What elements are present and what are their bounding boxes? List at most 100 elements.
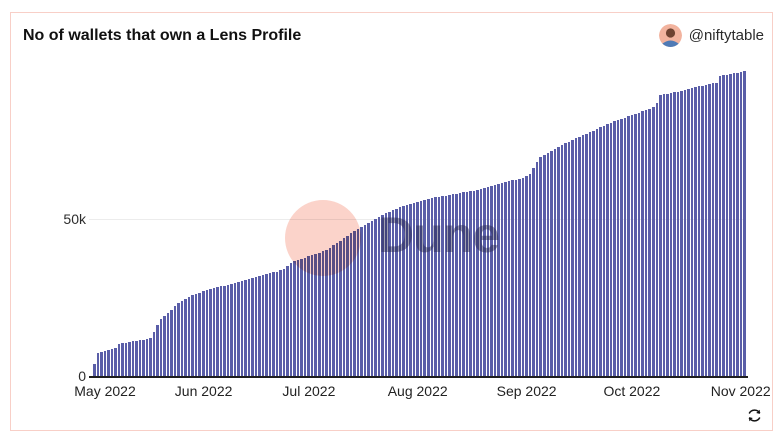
bar[interactable] (574, 138, 578, 377)
bar[interactable] (630, 115, 634, 377)
bar[interactable] (560, 145, 564, 377)
bar[interactable] (606, 124, 609, 377)
bar[interactable] (651, 107, 655, 377)
bar[interactable] (637, 112, 641, 377)
bar[interactable] (673, 92, 676, 377)
bar[interactable] (152, 331, 156, 377)
bar[interactable] (736, 72, 739, 377)
bar[interactable] (483, 188, 486, 377)
bar[interactable] (289, 263, 293, 377)
bar[interactable] (170, 309, 173, 377)
bar[interactable] (261, 275, 265, 377)
bar[interactable] (557, 147, 560, 377)
bar[interactable] (500, 183, 504, 377)
bar[interactable] (511, 180, 514, 377)
bar[interactable] (198, 292, 201, 377)
bar[interactable] (644, 110, 648, 377)
bar[interactable] (609, 122, 613, 377)
bar[interactable] (683, 89, 687, 377)
bar[interactable] (634, 113, 637, 377)
bar[interactable] (145, 339, 149, 377)
bar[interactable] (223, 285, 226, 377)
bar[interactable] (666, 93, 669, 377)
bar[interactable] (194, 293, 198, 377)
bar[interactable] (416, 201, 419, 377)
bar[interactable] (275, 271, 279, 377)
bar[interactable] (546, 152, 550, 377)
bar[interactable] (163, 315, 166, 377)
bar[interactable] (676, 91, 680, 377)
bar[interactable] (655, 102, 659, 377)
bar[interactable] (680, 90, 683, 377)
bar[interactable] (564, 143, 567, 377)
bar[interactable] (272, 272, 275, 377)
bar[interactable] (729, 74, 732, 377)
bar[interactable] (430, 198, 434, 377)
bar[interactable] (592, 130, 595, 377)
bar[interactable] (616, 120, 620, 377)
author-attribution-link[interactable]: @niftytable (658, 24, 764, 47)
bar[interactable] (230, 283, 233, 377)
bar[interactable] (303, 257, 307, 377)
bar[interactable] (321, 251, 325, 377)
bar[interactable] (166, 313, 170, 377)
bar[interactable] (444, 195, 448, 377)
bar[interactable] (93, 364, 96, 377)
bar[interactable] (381, 215, 384, 377)
bar[interactable] (138, 340, 142, 377)
bar[interactable] (233, 282, 237, 377)
bar[interactable] (349, 233, 353, 377)
bar[interactable] (353, 231, 356, 377)
bar[interactable] (325, 249, 328, 377)
bar[interactable] (426, 199, 430, 377)
bar[interactable] (346, 235, 349, 377)
bar[interactable] (268, 273, 272, 377)
bar[interactable] (205, 290, 209, 377)
bar[interactable] (739, 72, 743, 377)
bar[interactable] (279, 270, 282, 377)
bar[interactable] (388, 211, 391, 377)
bar[interactable] (722, 75, 725, 377)
bar[interactable] (251, 278, 254, 377)
bar[interactable] (595, 128, 599, 377)
bar[interactable] (184, 298, 187, 377)
bar[interactable] (690, 87, 694, 377)
bar[interactable] (402, 206, 405, 377)
bar[interactable] (296, 260, 300, 377)
bar[interactable] (307, 256, 310, 377)
bar[interactable] (613, 121, 616, 377)
bar[interactable] (743, 71, 746, 377)
bar[interactable] (300, 258, 303, 377)
bar[interactable] (441, 196, 444, 377)
bar[interactable] (493, 185, 497, 377)
bar[interactable] (725, 74, 729, 377)
bar[interactable] (550, 150, 553, 377)
bar[interactable] (553, 149, 557, 377)
bar[interactable] (363, 224, 367, 377)
bar[interactable] (585, 133, 588, 377)
bar[interactable] (384, 213, 388, 377)
bar[interactable] (328, 247, 332, 377)
bar[interactable] (103, 350, 107, 377)
bar[interactable] (518, 178, 521, 377)
bar[interactable] (128, 341, 131, 377)
bar[interactable] (201, 291, 205, 377)
bar[interactable] (623, 117, 627, 377)
bar[interactable] (718, 76, 722, 377)
bar[interactable] (486, 187, 490, 377)
bar[interactable] (240, 280, 244, 377)
bar[interactable] (342, 238, 346, 377)
bar[interactable] (318, 252, 321, 377)
bar[interactable] (258, 276, 261, 377)
bar[interactable] (543, 154, 546, 377)
bar[interactable] (472, 190, 476, 377)
bar[interactable] (648, 109, 651, 377)
bar[interactable] (339, 240, 342, 377)
bar[interactable] (514, 179, 518, 377)
bar[interactable] (226, 284, 230, 377)
bar[interactable] (497, 184, 500, 377)
refresh-button[interactable] (744, 405, 764, 425)
bar[interactable] (490, 186, 493, 377)
bar[interactable] (180, 300, 184, 377)
bar[interactable] (567, 141, 571, 377)
